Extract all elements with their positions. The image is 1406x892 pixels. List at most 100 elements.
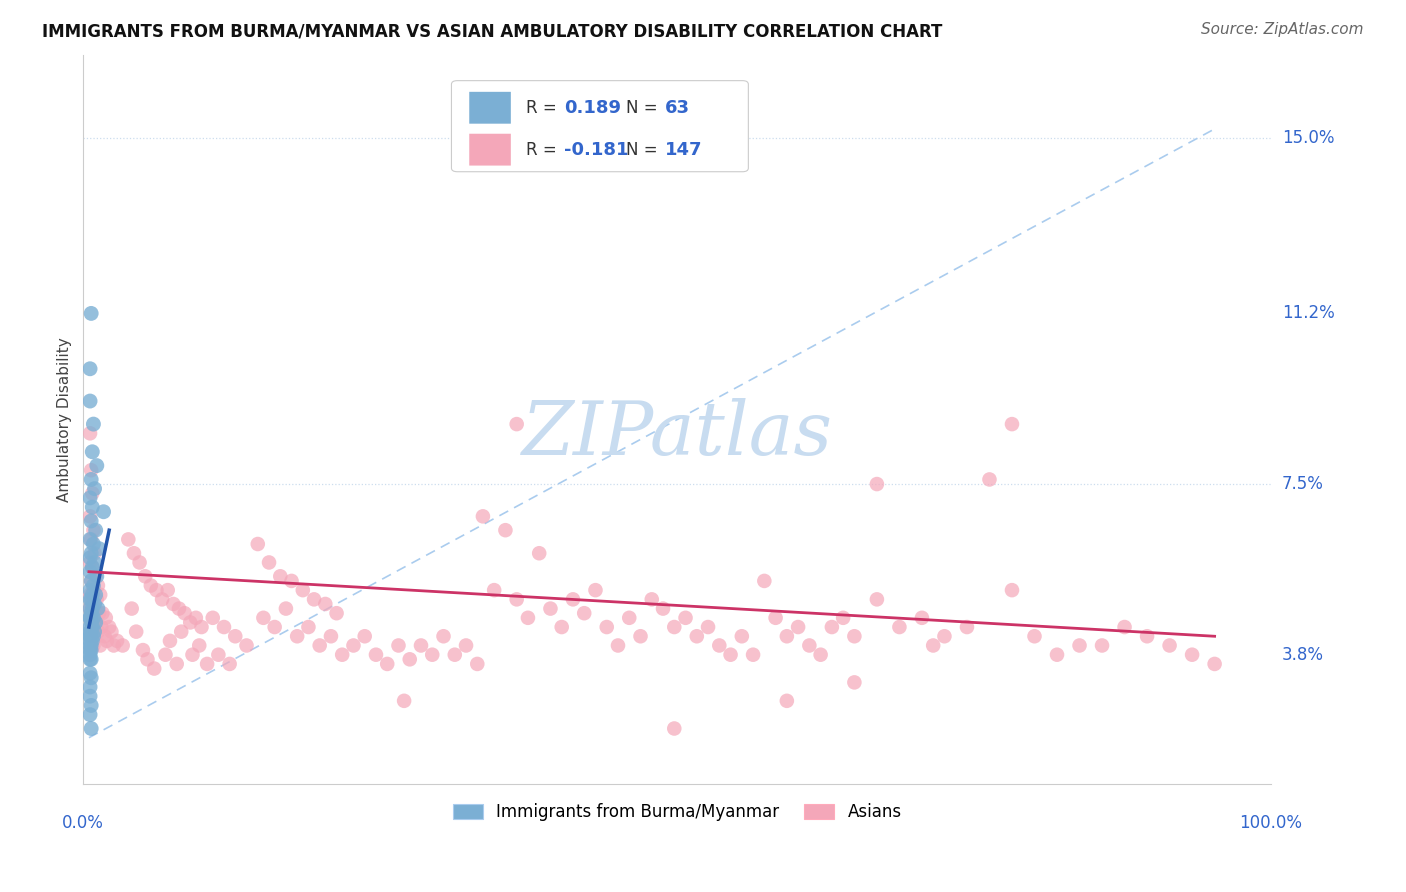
Point: [159, 633, 181, 648]
Point: [117, 533, 139, 547]
Point: [80, 574, 103, 588]
Point: [82, 633, 104, 648]
Point: [709, 639, 731, 653]
Point: [87, 624, 110, 639]
Point: [754, 574, 776, 588]
Point: [252, 611, 274, 625]
Point: [82, 611, 104, 625]
Point: [675, 611, 697, 625]
Point: [80, 615, 103, 630]
Point: [167, 601, 190, 615]
Point: [103, 639, 125, 653]
Point: [80, 722, 103, 736]
Point: [79, 633, 101, 648]
Point: [979, 472, 1001, 486]
Point: [697, 620, 720, 634]
Point: [79, 680, 101, 694]
Point: [134, 569, 156, 583]
Point: [540, 601, 562, 615]
Point: [574, 606, 596, 620]
Point: [80, 546, 103, 560]
Point: [79, 629, 101, 643]
Point: [96, 633, 118, 648]
Point: [143, 661, 166, 675]
Point: [956, 620, 979, 634]
Point: [82, 583, 104, 598]
Point: [111, 639, 134, 653]
Point: [79, 643, 101, 657]
Point: [866, 477, 889, 491]
Point: [80, 698, 103, 713]
Point: [84, 569, 107, 583]
Point: [1181, 648, 1204, 662]
Point: [83, 482, 105, 496]
Point: [79, 550, 101, 565]
Point: [82, 444, 104, 458]
Point: [1159, 639, 1181, 653]
Point: [132, 643, 155, 657]
Point: [224, 629, 246, 643]
Point: [145, 583, 167, 598]
Point: [155, 648, 177, 662]
Point: [302, 592, 325, 607]
Point: [122, 546, 145, 560]
Point: [82, 417, 104, 431]
Point: [80, 643, 103, 657]
Point: [562, 592, 585, 607]
Point: [212, 620, 235, 634]
Point: [787, 620, 810, 634]
Point: [82, 629, 104, 643]
Point: [308, 639, 330, 653]
Point: [170, 624, 193, 639]
Y-axis label: Ambulatory Disability: Ambulatory Disability: [58, 337, 72, 502]
Point: [664, 620, 686, 634]
Text: 15.0%: 15.0%: [1282, 129, 1334, 147]
Point: [162, 597, 184, 611]
Point: [652, 601, 675, 615]
Point: [274, 601, 297, 615]
Point: [1046, 648, 1069, 662]
Point: [79, 592, 101, 607]
Point: [80, 629, 103, 643]
Point: [79, 611, 101, 625]
Point: [257, 556, 280, 570]
Point: [105, 633, 128, 648]
Point: [100, 624, 122, 639]
Point: [87, 578, 110, 592]
Point: [207, 648, 229, 662]
Point: [82, 639, 104, 653]
Point: [83, 556, 105, 570]
Point: [79, 426, 101, 441]
Point: [235, 639, 257, 653]
Point: [375, 657, 398, 671]
Point: [79, 624, 101, 639]
Point: [79, 361, 101, 376]
Point: [83, 546, 105, 560]
Text: N =: N =: [626, 141, 662, 159]
Point: [82, 611, 104, 625]
Point: [641, 592, 664, 607]
Point: [89, 588, 111, 602]
FancyBboxPatch shape: [470, 92, 510, 124]
Point: [98, 620, 121, 634]
Point: [80, 624, 103, 639]
Point: [87, 601, 110, 615]
Text: 100.0%: 100.0%: [1240, 814, 1302, 832]
Point: [353, 629, 375, 643]
Point: [79, 666, 101, 681]
Point: [263, 620, 285, 634]
Point: [190, 620, 212, 634]
Point: [398, 652, 420, 666]
Point: [409, 639, 432, 653]
Point: [269, 569, 291, 583]
Point: [82, 588, 104, 602]
Point: [79, 620, 101, 634]
Text: 3.8%: 3.8%: [1282, 646, 1324, 664]
Point: [84, 588, 107, 602]
Point: [79, 707, 101, 722]
Text: Source: ZipAtlas.com: Source: ZipAtlas.com: [1201, 22, 1364, 37]
Point: [494, 523, 516, 537]
Point: [505, 592, 527, 607]
Point: [84, 615, 107, 630]
Text: R =: R =: [526, 99, 562, 117]
